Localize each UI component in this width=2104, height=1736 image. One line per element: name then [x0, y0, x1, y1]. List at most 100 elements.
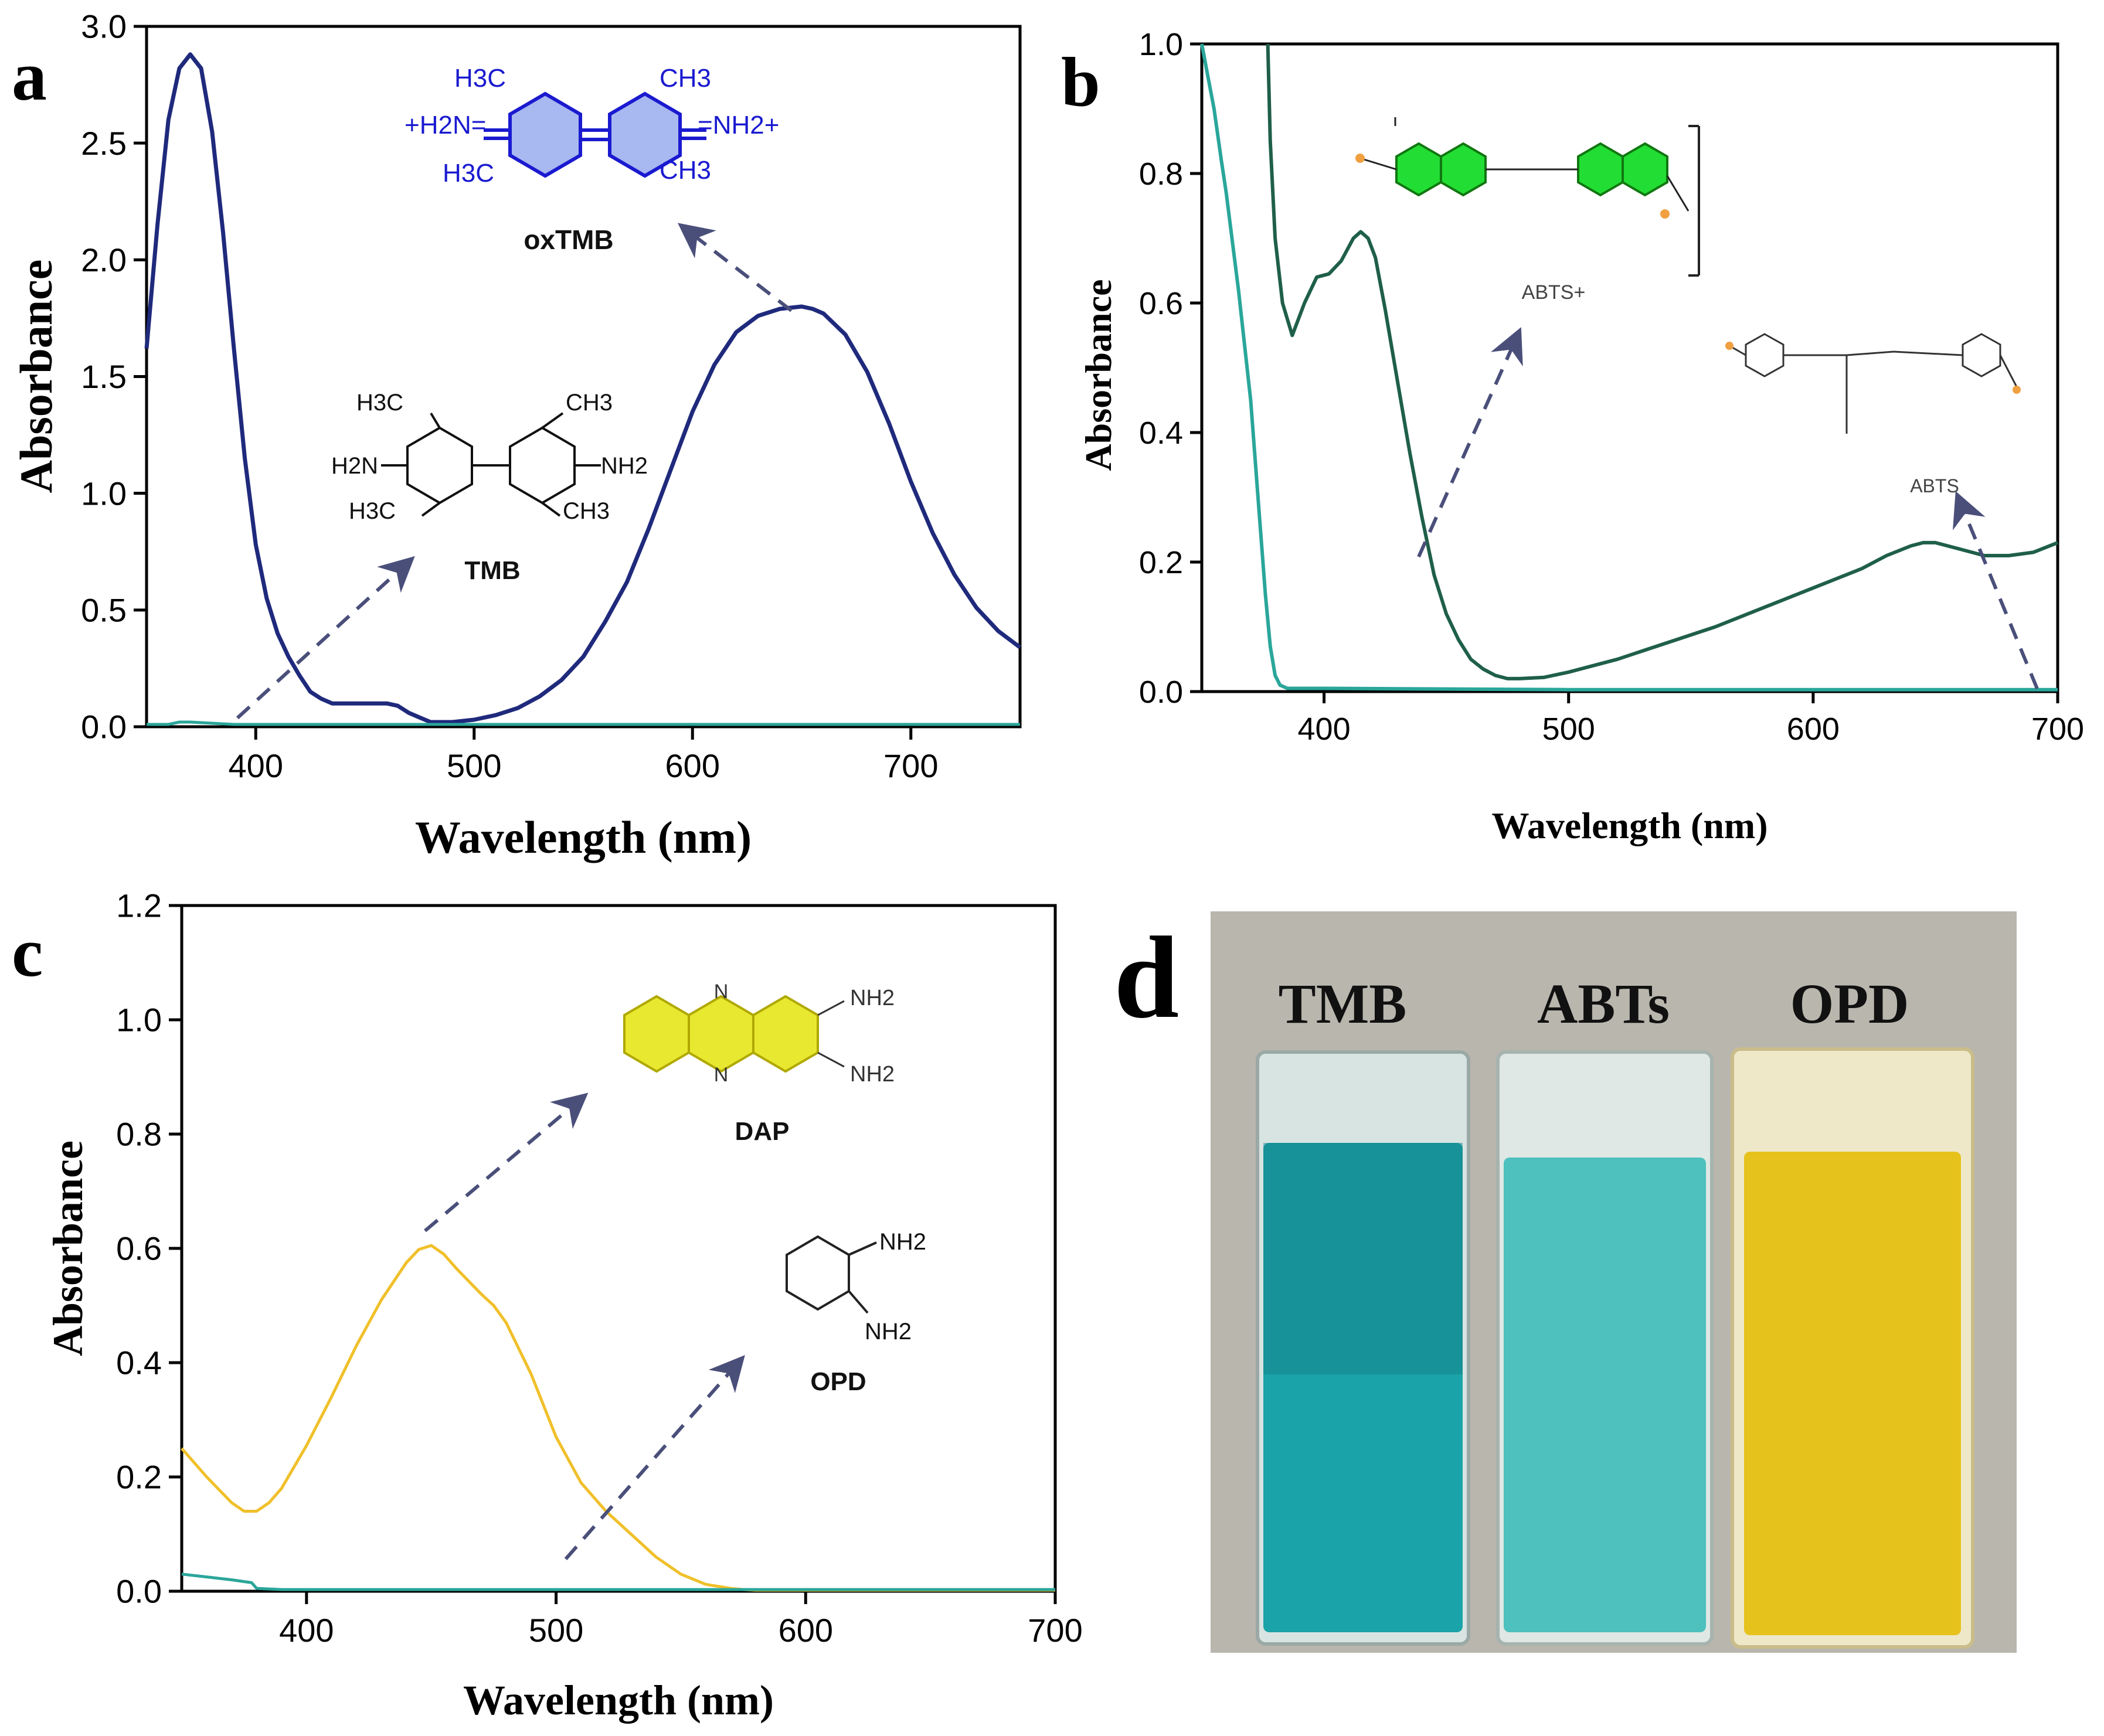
panel-letter-b: b [1061, 43, 1100, 121]
x-tick-label-b-0: 400 [1298, 712, 1351, 747]
x-axis-title-a: Wavelength (nm) [415, 812, 752, 863]
dap-group-1: NH2 [850, 986, 895, 1010]
x-tick-label-c-3: 700 [1028, 1612, 1082, 1649]
abts-structure [1725, 333, 2021, 434]
panel-letter-a: a [12, 37, 47, 115]
axes-c: 400 500 600 700 0.0 0.2 0.4 0.6 0.8 1.0 1.2 [116, 887, 1083, 1649]
y-tick-label-a-1: 0.5 [81, 591, 127, 628]
dap-group-2: NH2 [850, 1062, 895, 1087]
tmb-bottom-left: H3C [349, 498, 396, 524]
cuvette-label-tmb: TMB [1279, 972, 1407, 1035]
dap-ring-n-bottom: N [714, 1064, 729, 1086]
tmb-label: TMB [464, 556, 520, 585]
oxtmb-bottom-left: H3C [443, 159, 494, 188]
y-tick-label-c-2: 0.4 [116, 1344, 162, 1381]
arrow-oxtmb [677, 223, 793, 312]
y-axis-title-b: Absorbance [1078, 279, 1119, 471]
tmb-top-right: CH3 [566, 390, 613, 416]
series-a [144, 52, 1022, 726]
tmb-left: H2N [331, 453, 378, 479]
opd-label: OPD [810, 1367, 866, 1396]
x-tick-label-b-1: 500 [1542, 712, 1595, 747]
y-tick-label-a-6: 3.0 [81, 8, 127, 45]
panel-c: c 400 500 600 700 0.0 0.2 0.4 0.6 0.8 1.0 1.2 Wave… [12, 887, 1083, 1724]
series-line-a-0 [144, 52, 1022, 724]
cuvette-abts [1496, 1050, 1714, 1646]
y-tick-label-a-5: 2.5 [81, 125, 127, 162]
panel-b: b 400 500 600 700 0.0 0.2 0.4 0.6 0.8 1.0 Wavelen… [1061, 27, 2084, 846]
y-tick-label-b-0: 0.0 [1139, 675, 1183, 710]
series-line-a-1 [147, 720, 1020, 726]
opd-group-1: NH2 [879, 1229, 926, 1255]
cuvette-label-opd: OPD [1790, 972, 1909, 1035]
x-axis-title-c: Wavelength (nm) [463, 1677, 774, 1724]
tmb-bottom-right: CH3 [563, 498, 610, 524]
y-tick-label-b-1: 0.2 [1139, 545, 1183, 580]
arrow-dap [424, 1092, 589, 1233]
oxtmb-left: +H2N= [405, 111, 486, 139]
y-tick-label-c-4: 0.8 [116, 1116, 162, 1153]
x-tick-label-a-3: 700 [883, 747, 938, 784]
oxtmb-top-left: H3C [454, 64, 506, 93]
arrow-tmb [236, 556, 415, 720]
y-tick-label-c-6: 1.2 [116, 887, 162, 924]
y-axis-title-c: Absorbance [45, 1141, 91, 1356]
series-line-b-1 [1200, 43, 2058, 692]
tmb-ring-left [406, 426, 473, 505]
oxtmb-structure [484, 91, 706, 178]
series-line-c-1 [181, 1572, 1055, 1591]
x-tick-label-c-1: 500 [529, 1612, 583, 1649]
opd-group-2: NH2 [865, 1319, 912, 1344]
y-axis-title-a: Absorbance [11, 260, 62, 493]
y-tick-label-c-3: 0.6 [116, 1230, 162, 1267]
cuvette-tmb-liquid [1263, 1143, 1463, 1632]
dap-ring-n-top: N [714, 981, 729, 1003]
abts-radical-label: ABTS+ [1522, 281, 1586, 304]
x-tick-label-a-2: 600 [665, 747, 720, 784]
arrow-abts [1953, 491, 2039, 690]
x-tick-label-c-0: 400 [279, 1612, 334, 1649]
opd-structure [786, 1235, 877, 1314]
y-tick-label-b-2: 0.4 [1139, 416, 1183, 451]
y-tick-label-a-4: 2.0 [81, 241, 127, 278]
series-b [1200, 43, 2059, 692]
x-tick-label-a-1: 500 [447, 747, 501, 784]
dap-structure [623, 995, 845, 1073]
oxtmb-right: =NH2+ [698, 111, 779, 139]
y-tick-label-a-3: 1.5 [81, 358, 127, 395]
abts-radical-structure [1355, 117, 1700, 277]
arrow-opd [564, 1354, 745, 1560]
y-tick-label-c-0: 0.0 [116, 1573, 162, 1610]
y-tick-label-b-5: 1.0 [1139, 27, 1183, 62]
oxtmb-ring-right [608, 91, 682, 178]
cuvette-tmb [1256, 1050, 1470, 1646]
panel-a: a 400 500 600 700 0.0 0.5 1.0 1.5 2.0 2.5 3.0 Wave… [11, 8, 1022, 863]
oxtmb-bottom-right: CH3 [660, 156, 711, 185]
panel-letter-d: d [1114, 913, 1179, 1043]
dap-label: DAP [735, 1117, 790, 1146]
panel-d: d TMB ABTs OPD [1114, 911, 2017, 1653]
y-tick-label-b-4: 0.8 [1139, 156, 1183, 192]
oxtmb-top-right: CH3 [660, 64, 711, 93]
cuvette-opd [1731, 1047, 1974, 1649]
cuvette-label-abts: ABTs [1537, 972, 1670, 1035]
tmb-right: NH2 [601, 453, 648, 479]
y-tick-label-b-3: 0.6 [1139, 286, 1183, 321]
x-tick-label-b-3: 700 [2031, 712, 2084, 747]
x-axis-title-b: Wavelength (nm) [1491, 805, 1768, 846]
x-tick-label-b-2: 600 [1787, 712, 1840, 747]
axes-a: 400 500 600 700 0.0 0.5 1.0 1.5 2.0 2.5 3.0 [81, 8, 938, 784]
series-c [181, 1244, 1055, 1592]
cuvette-opd-liquid [1744, 1152, 1961, 1635]
tmb-top-left: H3C [356, 390, 403, 416]
plot-frame-b [1200, 42, 2059, 693]
series-line-b-0 [1266, 43, 2059, 680]
tmb-ring-right [509, 426, 576, 505]
cuvette-abts-liquid [1504, 1158, 1706, 1632]
y-tick-label-a-2: 1.0 [81, 475, 127, 512]
series-line-c-0 [181, 1244, 1055, 1592]
arrow-abts-radical [1417, 327, 1523, 558]
y-tick-label-c-5: 1.0 [116, 1002, 162, 1039]
x-tick-label-c-2: 600 [779, 1612, 833, 1649]
